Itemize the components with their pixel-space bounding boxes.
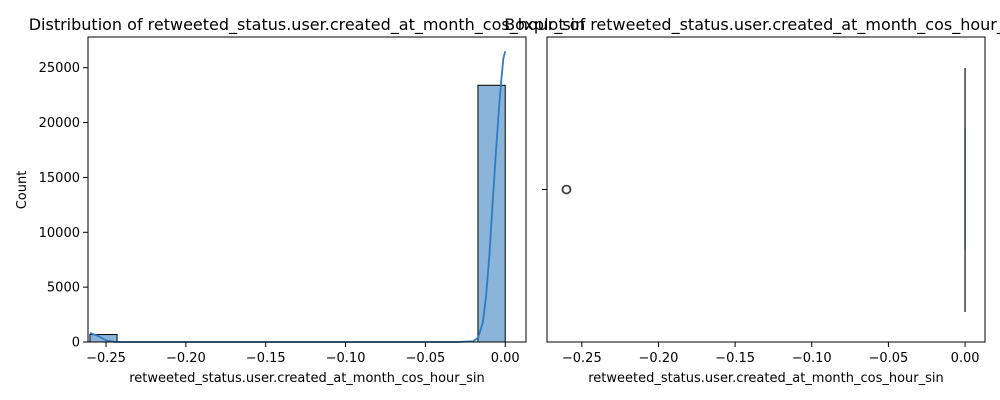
histogram-y-tick-label: 10000 <box>39 226 80 241</box>
histogram-x-axis-label: retweeted_status.user.created_at_month_c… <box>129 371 485 386</box>
histogram-x-tick-label: −0.20 <box>166 351 206 366</box>
histogram-x-tick-label: −0.25 <box>86 351 126 366</box>
boxplot-x-tick-label: −0.15 <box>715 351 755 366</box>
histogram-axes-frame <box>87 36 527 343</box>
boxplot-title: Boxplot of retweeted_status.user.created… <box>504 15 1000 35</box>
boxplot-x-tick-label: −0.05 <box>868 351 908 366</box>
histogram-x-ticks: −0.25 −0.20 −0.15 −0.10 −0.05 0.00 <box>86 342 520 366</box>
histogram-y-ticks: 0 5000 10000 15000 20000 25000 <box>39 61 88 351</box>
boxplot-outlier-point <box>562 184 572 195</box>
histogram-x-tick-label: −0.10 <box>326 351 366 366</box>
histogram-y-axis-label: Count <box>15 171 30 210</box>
boxplot-x-tick-label: −0.10 <box>792 351 832 366</box>
histogram-y-tick-label: 20000 <box>39 116 80 131</box>
histogram-panel: −0.25 −0.20 −0.15 −0.10 −0.05 0.00 0 5000 10000… <box>15 15 585 386</box>
boxplot-x-axis-label: retweeted_status.user.created_at_month_c… <box>588 371 944 386</box>
histogram-y-tick-label: 0 <box>72 336 80 351</box>
boxplot-x-tick-label: −0.20 <box>639 351 679 366</box>
histogram-x-tick-label: −0.15 <box>246 351 286 366</box>
boxplot-x-ticks: −0.25 −0.20 −0.15 −0.10 −0.05 0.00 <box>562 342 980 366</box>
histogram-title: Distribution of retweeted_status.user.cr… <box>29 15 586 35</box>
histogram-x-tick-label: 0.00 <box>491 351 520 366</box>
histogram-y-tick-label: 25000 <box>39 61 80 76</box>
boxplot-outliers <box>561 184 572 195</box>
boxplot-panel: −0.25 −0.20 −0.15 −0.10 −0.05 0.00 Boxplot of… <box>504 15 1000 386</box>
boxplot-x-tick-label: −0.25 <box>562 351 602 366</box>
histogram-y-tick-label: 15000 <box>39 171 80 186</box>
boxplot-x-tick-label: 0.00 <box>951 351 980 366</box>
histogram-x-tick-label: −0.05 <box>405 351 445 366</box>
histogram-y-tick-label: 5000 <box>47 281 80 296</box>
